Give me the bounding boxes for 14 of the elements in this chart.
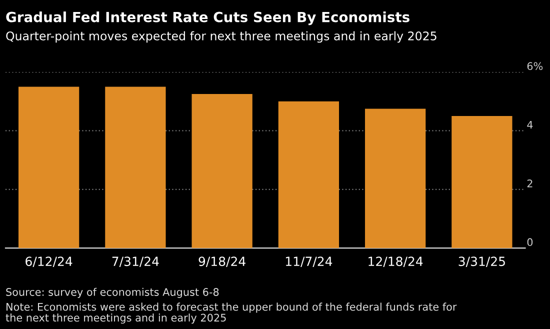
y-tick-label: 6% [527,62,543,70]
x-tick-label: 3/31/25 [458,256,505,268]
source-note: Source: survey of economists August 6-8 [6,288,219,298]
chart-title: Gradual Fed Interest Rate Cuts Seen By Economists [6,12,410,26]
x-tick-label: 7/31/24 [112,256,159,268]
x-tick-label: 11/7/24 [286,256,332,268]
x-tick-label: 12/18/24 [368,256,423,268]
y-tick-label: 4 [527,120,533,129]
x-tick-label: 6/12/24 [26,256,72,268]
y-tick-label: 0 [527,238,533,246]
text: Note: Economists were asked to forecast the upper bound of the federal funds rate for the next three meetings and in early 2025 [6,302,457,324]
x-tick-label: 9/18/24 [198,256,246,268]
y-tick-label: 2 [527,179,532,188]
chart-subtitle: Quarter-point moves expected for next three meetings and in early 2025 [6,31,436,43]
